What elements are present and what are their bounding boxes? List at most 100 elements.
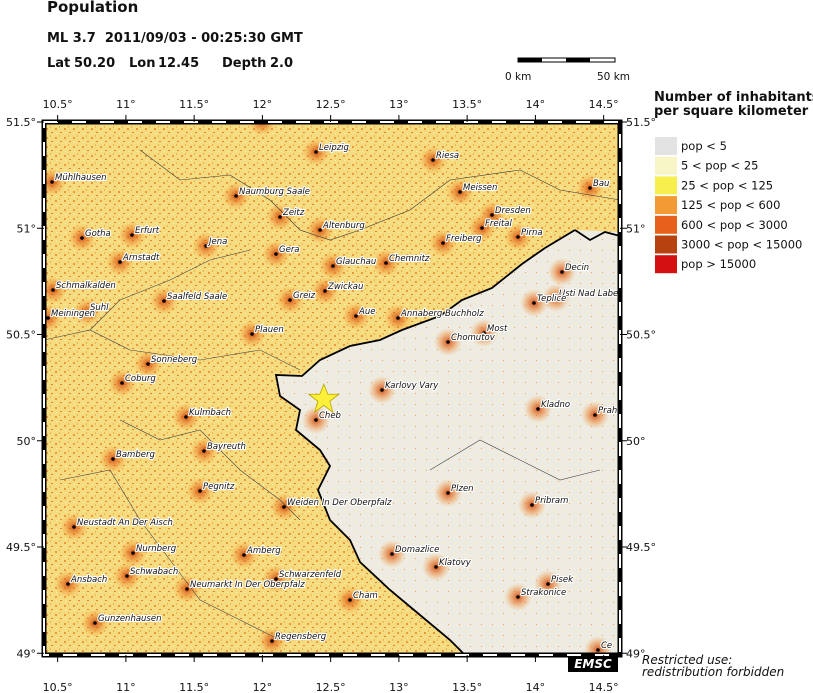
city-dot xyxy=(482,331,486,335)
urban-area xyxy=(44,168,66,196)
city-dot xyxy=(348,598,352,602)
city-label: Kladno xyxy=(541,400,570,410)
city-dot xyxy=(204,244,208,248)
city-dot xyxy=(198,489,202,493)
city-dot xyxy=(51,288,55,292)
city-label: Coburg xyxy=(125,374,156,384)
city-dot xyxy=(588,186,592,190)
city-dot xyxy=(130,233,134,237)
legend-label: 3000 < pop < 15000 xyxy=(681,238,802,252)
city-label: Schwabach xyxy=(130,567,178,577)
city-label: Teplice xyxy=(537,294,566,304)
city-dot xyxy=(314,418,318,422)
logo-box xyxy=(568,656,618,672)
lat-tick-label: 51.5° xyxy=(6,116,36,129)
city-dot xyxy=(596,648,600,652)
depth-label: Depth xyxy=(222,56,266,71)
urban-area xyxy=(44,304,62,332)
city-label: Aue xyxy=(358,307,375,317)
city-dot xyxy=(446,340,450,344)
lon-tick-label: 14.5° xyxy=(589,98,619,111)
city-dot xyxy=(318,228,322,232)
city-label: Weiden In Der Oberpfalz xyxy=(287,498,392,508)
map: Halle SaaleLeipzigRiesaMühlhausenMeissen… xyxy=(44,122,620,655)
city-label: Pribram xyxy=(535,496,568,506)
city-dot xyxy=(250,332,254,336)
city-label: Sonneberg xyxy=(151,355,198,365)
city-dot xyxy=(242,553,246,557)
city-dot xyxy=(446,491,450,495)
legend-swatch xyxy=(655,235,677,254)
lon-tick-label: 11.5° xyxy=(179,681,209,693)
lon-tick-label: 11° xyxy=(116,98,136,111)
lat-tick-label: 51.5° xyxy=(626,116,656,129)
city-dot xyxy=(66,582,70,586)
city-label: Cham xyxy=(353,591,378,601)
city-label: Meissen xyxy=(463,183,497,193)
city-label: Riesa xyxy=(436,151,459,161)
city-label: Plauen xyxy=(255,325,284,335)
city-dot xyxy=(384,261,388,265)
city-dot xyxy=(125,574,129,578)
city-label: Ce xyxy=(601,641,612,651)
city-label: Neustadt An Der Aisch xyxy=(77,518,173,528)
city-dot xyxy=(331,264,335,268)
city-label: Glauchau xyxy=(336,257,376,267)
city-label: Gunzenhausen xyxy=(98,614,161,624)
legend-label: 5 < pop < 25 xyxy=(681,159,758,173)
legend-title: Number of inhabitants xyxy=(654,90,813,105)
city-label: Arnstadt xyxy=(122,253,160,263)
event: ML 3.7 2011/09/03 - 00:25:30 GMT xyxy=(47,31,303,46)
lat-tick-label: 50° xyxy=(17,435,37,448)
city-label: Kulmbach xyxy=(189,408,231,418)
legend-swatch xyxy=(655,255,677,274)
city-label: Meiningen xyxy=(51,309,95,319)
lon-tick-label: 14° xyxy=(526,98,546,111)
legend-label: pop < 5 xyxy=(681,139,727,153)
city-dot xyxy=(560,270,564,274)
city-dot xyxy=(234,194,238,198)
legend: Number of inhabitants per square kilomet… xyxy=(654,90,813,274)
logo: EMSC xyxy=(574,657,612,671)
lon-tick-label: 13.5° xyxy=(452,681,482,693)
city-label: Chemnitz xyxy=(389,254,430,264)
lon-tick-label: 11° xyxy=(116,681,136,693)
scale-end: 50 km xyxy=(597,71,630,83)
city-label: Naumburg Saale xyxy=(239,187,310,197)
lon-tick-label: 14.5° xyxy=(589,681,619,693)
legend-swatch xyxy=(655,215,677,234)
lon-tick-label: 13.5° xyxy=(452,98,482,111)
urban-area xyxy=(44,276,67,304)
city-label: Cheb xyxy=(319,411,341,421)
lon-label: Lon xyxy=(129,56,155,71)
legend-label: 600 < pop < 3000 xyxy=(681,218,788,232)
legend-swatch xyxy=(655,137,677,155)
city-dot xyxy=(274,252,278,256)
city-dot xyxy=(554,296,558,300)
city-dot xyxy=(458,190,462,194)
city-label: Pisek xyxy=(551,575,574,585)
city-label: Chomutov xyxy=(451,333,496,343)
city-dot xyxy=(162,299,166,303)
lon: 12.45 xyxy=(158,56,199,71)
legend-title: per square kilometer xyxy=(654,104,809,119)
city-label: Leipzig xyxy=(319,143,350,153)
lon-tick-label: 14° xyxy=(526,681,546,693)
city-label: Pirna xyxy=(521,228,543,238)
lon-tick-label: 13° xyxy=(389,98,409,111)
city-label: Decin xyxy=(565,263,589,273)
legend-swatch xyxy=(655,196,677,215)
city-dot xyxy=(490,213,494,217)
city-label: Amberg xyxy=(246,546,281,556)
city-dot xyxy=(536,407,540,411)
legend-swatch xyxy=(655,176,677,195)
city-label: Greiz xyxy=(293,291,316,301)
city-label: Zeitz xyxy=(282,208,305,218)
city-dot xyxy=(390,552,394,556)
city-label: Jena xyxy=(207,237,227,247)
city-dot xyxy=(120,381,124,385)
city-dot xyxy=(118,260,122,264)
city-dot xyxy=(396,316,400,320)
depth: 2.0 xyxy=(270,56,293,71)
